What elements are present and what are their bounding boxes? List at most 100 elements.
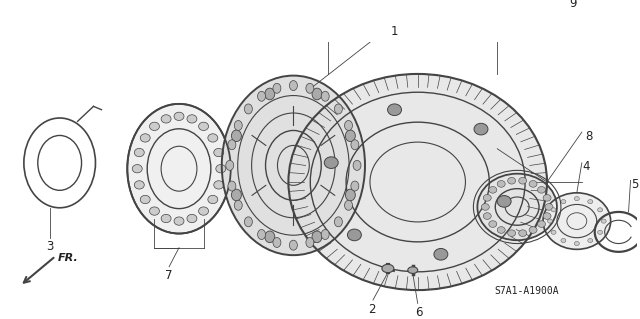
Ellipse shape [547,219,552,223]
Ellipse shape [198,122,209,130]
Ellipse shape [588,238,593,243]
Ellipse shape [518,230,527,236]
Ellipse shape [574,241,579,246]
Ellipse shape [348,229,362,241]
Ellipse shape [543,195,551,201]
Ellipse shape [477,174,557,240]
Ellipse shape [257,229,266,240]
Ellipse shape [134,181,144,189]
Ellipse shape [208,195,218,204]
Ellipse shape [538,187,545,193]
Ellipse shape [574,197,579,201]
Text: 2: 2 [368,302,376,315]
Ellipse shape [222,76,365,255]
Ellipse shape [346,189,355,201]
Ellipse shape [344,200,353,210]
Ellipse shape [265,88,275,100]
Ellipse shape [344,121,353,130]
Ellipse shape [497,181,505,187]
Ellipse shape [481,204,490,210]
Ellipse shape [257,91,266,101]
Ellipse shape [244,104,252,114]
Ellipse shape [551,230,556,234]
Ellipse shape [346,130,355,142]
Ellipse shape [214,181,224,189]
Ellipse shape [150,122,159,130]
Ellipse shape [234,121,243,130]
Ellipse shape [232,189,241,201]
Ellipse shape [353,160,361,170]
Ellipse shape [335,104,342,114]
Ellipse shape [150,207,159,215]
Ellipse shape [321,91,329,101]
Ellipse shape [273,237,281,248]
Ellipse shape [408,267,418,273]
Ellipse shape [508,177,516,184]
Text: 4: 4 [583,160,590,174]
Ellipse shape [228,140,236,150]
Ellipse shape [208,134,218,142]
Ellipse shape [561,238,566,243]
Ellipse shape [497,196,511,207]
Text: 3: 3 [46,240,53,253]
Ellipse shape [551,208,556,212]
Ellipse shape [497,227,505,233]
Ellipse shape [483,213,492,219]
Ellipse shape [134,148,144,157]
Ellipse shape [306,237,314,248]
Text: 5: 5 [632,178,639,191]
Ellipse shape [161,214,171,223]
Ellipse shape [598,230,603,234]
Ellipse shape [598,208,603,212]
Ellipse shape [187,214,197,223]
Ellipse shape [601,219,606,223]
Text: S7A1-A1900A: S7A1-A1900A [495,286,559,296]
Ellipse shape [234,200,243,210]
Ellipse shape [289,74,547,290]
Ellipse shape [474,123,488,135]
Ellipse shape [637,239,640,243]
Text: 7: 7 [165,269,173,282]
Text: 9: 9 [569,0,577,10]
Ellipse shape [289,81,298,91]
Ellipse shape [226,160,234,170]
Ellipse shape [382,264,394,273]
Ellipse shape [489,221,497,227]
Ellipse shape [483,195,492,201]
Ellipse shape [228,181,236,191]
Ellipse shape [434,249,448,260]
Ellipse shape [321,229,329,240]
Ellipse shape [140,134,150,142]
Ellipse shape [140,195,150,204]
Text: 1: 1 [391,25,398,38]
Ellipse shape [289,240,298,250]
Ellipse shape [351,181,359,191]
Ellipse shape [174,112,184,121]
Ellipse shape [265,231,275,243]
Ellipse shape [529,181,537,187]
Ellipse shape [335,217,342,227]
Ellipse shape [561,200,566,204]
Ellipse shape [273,83,281,93]
Ellipse shape [232,130,241,142]
Text: 6: 6 [415,306,422,319]
Ellipse shape [132,165,142,173]
Ellipse shape [312,231,322,243]
Ellipse shape [489,187,497,193]
Ellipse shape [214,148,224,157]
Ellipse shape [543,213,551,219]
Ellipse shape [545,204,553,210]
Ellipse shape [529,227,537,233]
Ellipse shape [312,88,322,100]
Ellipse shape [174,217,184,225]
Ellipse shape [161,115,171,123]
Ellipse shape [187,115,197,123]
Ellipse shape [588,200,593,204]
Ellipse shape [127,104,231,234]
Ellipse shape [351,140,359,150]
Ellipse shape [306,83,314,93]
Ellipse shape [198,207,209,215]
Ellipse shape [637,221,640,225]
Ellipse shape [216,165,226,173]
Ellipse shape [388,104,401,115]
